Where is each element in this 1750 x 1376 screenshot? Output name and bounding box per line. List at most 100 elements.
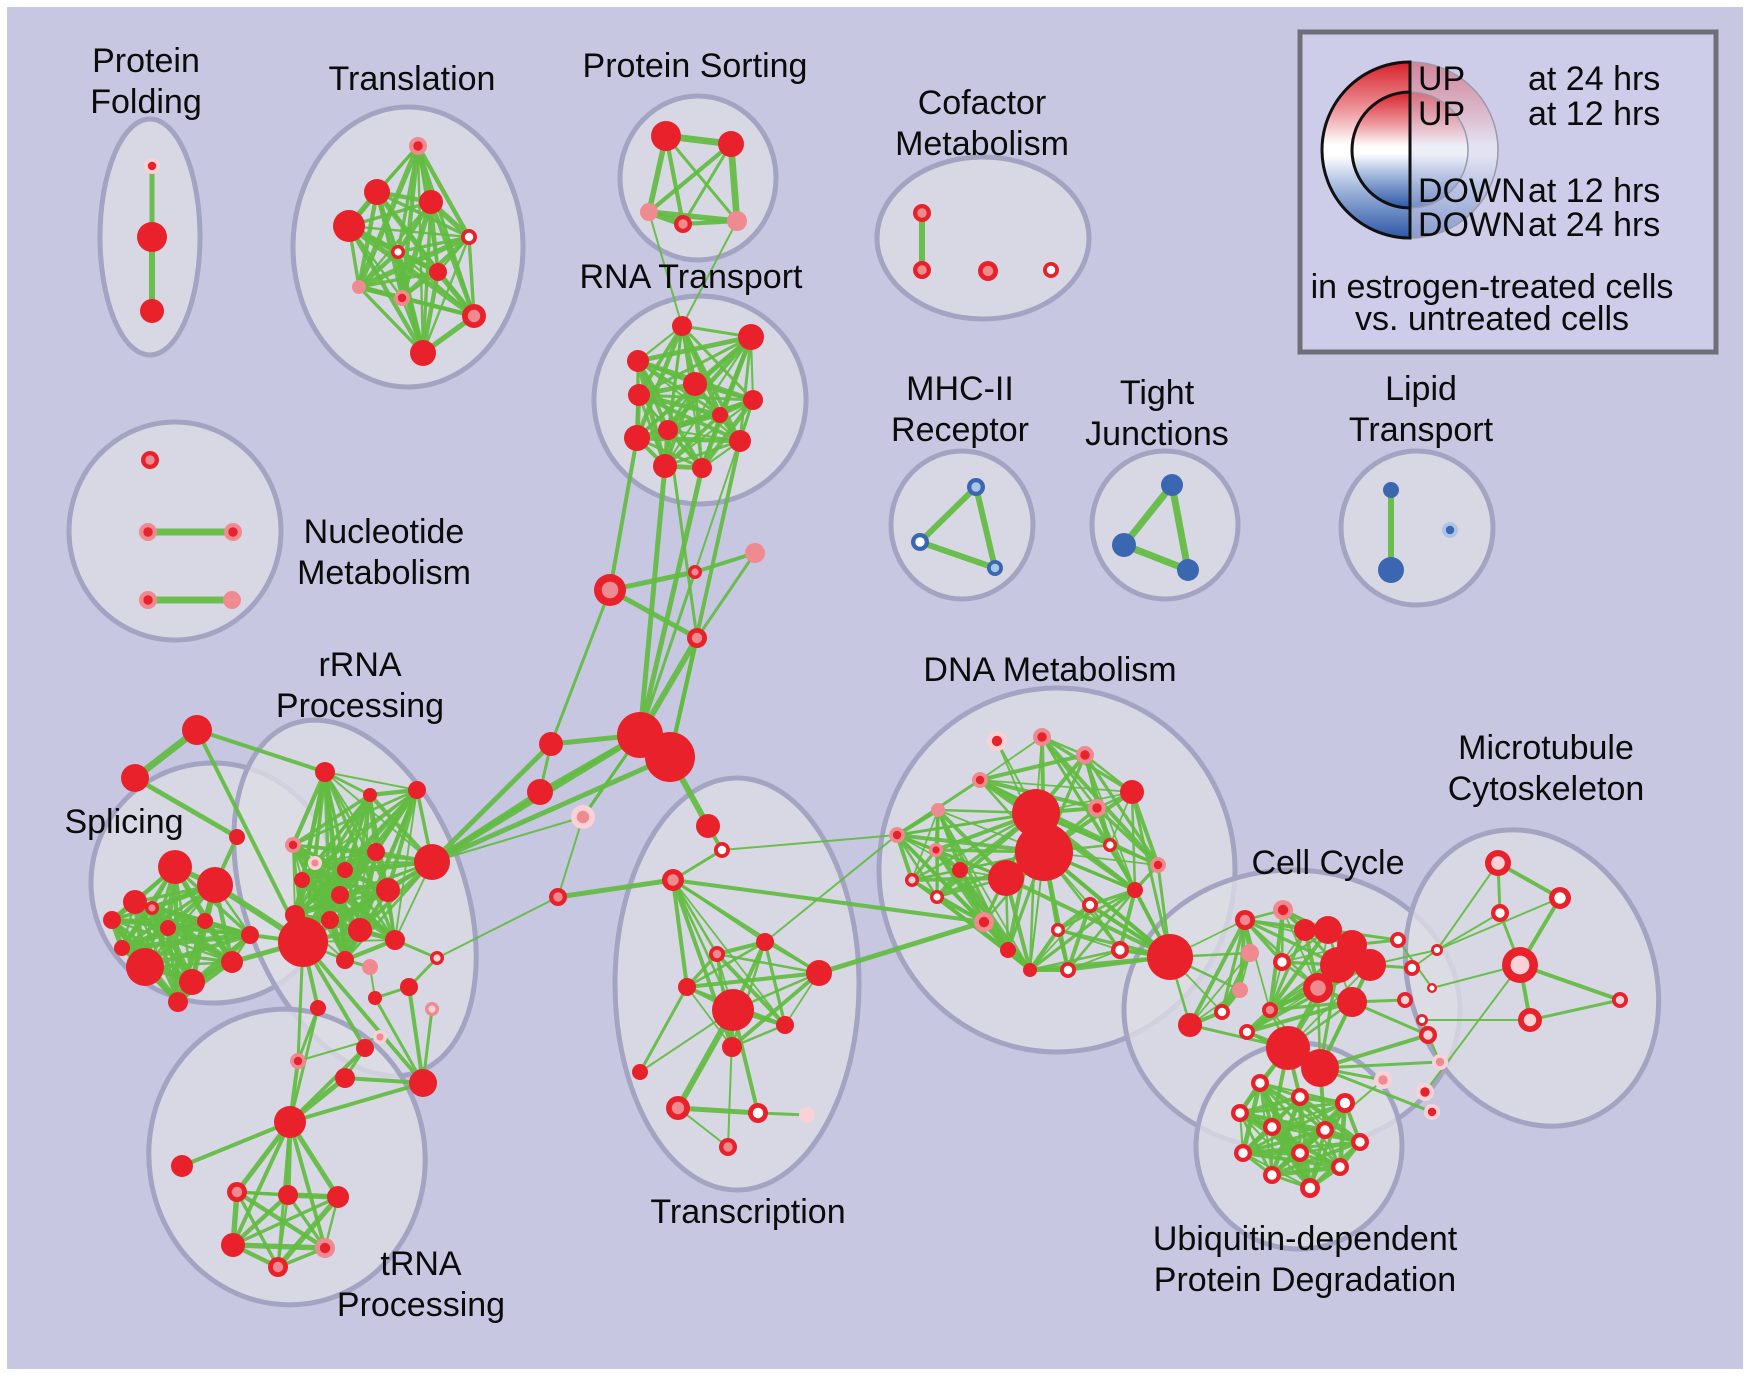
cluster-label-transcription: Transcription — [650, 1193, 845, 1231]
node-core — [1427, 1107, 1437, 1117]
edge — [608, 436, 639, 592]
node-core — [996, 868, 1016, 888]
cluster-mhc-ii-receptor — [888, 448, 1036, 602]
node-core — [1615, 995, 1625, 1005]
node-core — [1378, 1075, 1388, 1085]
edge — [694, 399, 754, 573]
node-core — [147, 161, 157, 171]
edge — [635, 413, 722, 440]
edge — [1318, 1066, 1434, 1114]
edge — [429, 754, 673, 865]
edge — [671, 878, 986, 924]
node-core — [1106, 841, 1114, 849]
edge — [231, 1120, 292, 1247]
node-core — [726, 1041, 738, 1053]
edge — [671, 878, 821, 975]
edge — [637, 335, 753, 397]
node-core — [355, 283, 363, 291]
edge — [1130, 790, 1172, 959]
node-core — [1420, 1087, 1430, 1097]
node-core — [332, 1191, 344, 1203]
node-core — [760, 937, 770, 947]
edge — [429, 741, 554, 865]
node-core — [143, 527, 153, 537]
edge — [420, 269, 441, 356]
node-core — [1393, 935, 1403, 945]
node-core — [812, 966, 826, 980]
edge — [684, 970, 822, 990]
node-core — [166, 858, 184, 876]
node-core — [691, 632, 703, 644]
edge — [1108, 843, 1160, 867]
node-core — [365, 962, 375, 972]
edge — [957, 867, 1011, 953]
cluster-label-cell-cycle: Cell Cycle — [1251, 844, 1404, 882]
node-core — [1320, 922, 1336, 938]
node-core — [1429, 985, 1435, 991]
cluster-labels: Protein Folding Translation Protein Sorting… — [64, 42, 1644, 1324]
node-core — [281, 1113, 299, 1131]
node-core — [933, 893, 941, 901]
node-core — [415, 1075, 431, 1091]
node-core — [1295, 1148, 1305, 1158]
node-core — [644, 207, 654, 217]
cluster-lipid-transport — [1338, 448, 1496, 608]
node-core — [1153, 860, 1163, 870]
node-core — [1023, 800, 1049, 826]
edge — [715, 952, 821, 975]
edge — [1436, 912, 1501, 951]
node-core — [428, 1005, 436, 1013]
node-core — [1242, 1027, 1252, 1037]
node-core — [1028, 836, 1060, 868]
edge — [663, 439, 742, 468]
node-core — [628, 723, 652, 747]
node-core — [293, 1056, 303, 1066]
edge — [357, 200, 433, 289]
edge — [1238, 1101, 1347, 1115]
edge — [407, 985, 425, 1085]
node-core — [1117, 538, 1131, 552]
legend-time-3: at 24 hrs — [1528, 206, 1660, 244]
node-core — [297, 875, 307, 885]
node-core — [1386, 485, 1396, 495]
legend-direction-1: UP — [1418, 95, 1465, 133]
edge — [373, 996, 425, 1085]
edge — [436, 896, 559, 959]
node-core — [1344, 994, 1360, 1010]
edge — [1267, 927, 1331, 1013]
node-core — [1491, 856, 1505, 870]
node-core — [780, 1020, 790, 1030]
edge — [346, 223, 426, 356]
node-core — [176, 1160, 188, 1172]
node-core — [371, 994, 379, 1002]
edge — [415, 143, 472, 240]
edge — [301, 860, 434, 944]
edge — [557, 816, 584, 898]
node-core — [144, 229, 160, 245]
edge — [670, 877, 690, 990]
node-core — [917, 265, 927, 275]
legend-note-1: vs. untreated cells — [1355, 300, 1629, 338]
edge — [1168, 481, 1192, 574]
node-core — [932, 846, 940, 854]
cluster-tight-junctions — [1089, 448, 1241, 602]
cluster-label-lipid-transport: Lipid Transport — [1349, 370, 1494, 449]
node-core — [1217, 1007, 1227, 1017]
node-core — [290, 929, 316, 955]
node-core — [353, 923, 367, 937]
node-core — [1255, 1078, 1265, 1088]
edge — [429, 789, 543, 865]
cluster-label-protein-folding: Protein Folding — [90, 42, 202, 121]
edge — [636, 359, 704, 470]
node-core — [145, 304, 159, 318]
cluster-protein-sorting — [617, 93, 779, 263]
edge — [896, 834, 961, 871]
edge — [1269, 1164, 1343, 1178]
node-core — [671, 1101, 685, 1115]
edge — [979, 736, 1043, 781]
node-core — [1400, 995, 1410, 1005]
node-core — [1435, 1057, 1445, 1067]
edge — [1028, 888, 1137, 972]
legend-direction-3: DOWN — [1418, 206, 1526, 244]
nodes — [103, 121, 1628, 1277]
